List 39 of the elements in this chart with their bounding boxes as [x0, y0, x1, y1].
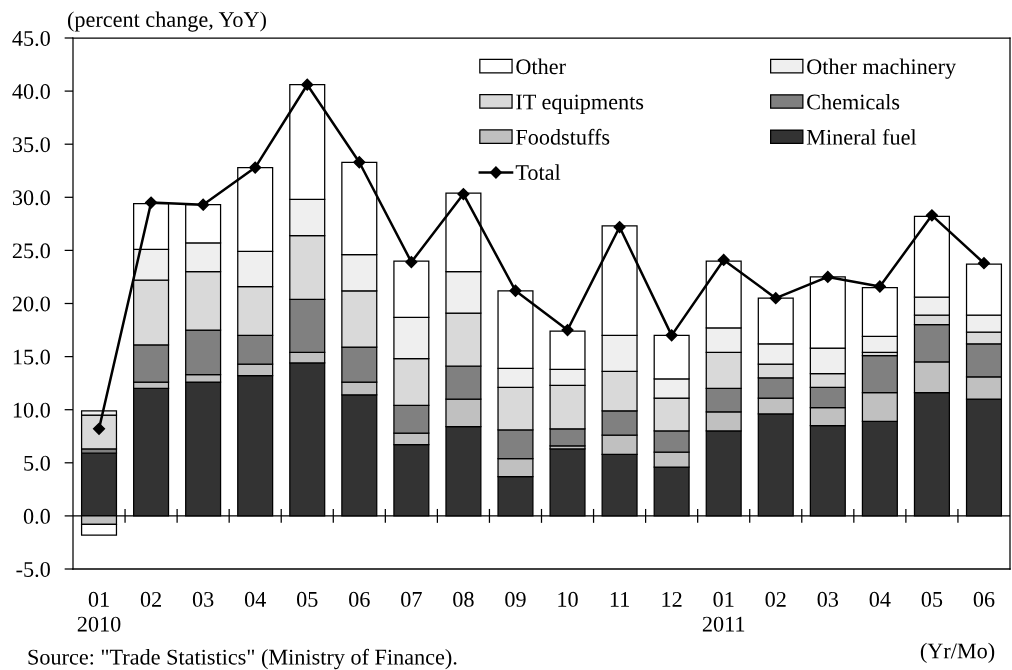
- y-tick-label: 30.0: [12, 190, 50, 206]
- x-tick-label: 01 2011: [702, 591, 745, 632]
- y-tick-label: 20.0: [12, 296, 50, 312]
- y-tick-label: 10.0: [13, 402, 50, 418]
- y-tick-label: 15.0: [13, 349, 50, 365]
- x-tick-label: 11: [610, 591, 629, 607]
- y-tick-label: -5.0: [16, 561, 50, 578]
- x-tick-label: 03: [192, 591, 214, 607]
- x-tick-label: 03: [817, 591, 839, 607]
- x-tick-label: 06: [973, 591, 995, 607]
- x-tick-label: 08: [453, 591, 474, 607]
- legend-label: Other machinery: [807, 58, 957, 79]
- x-tick-label: 09: [505, 591, 526, 607]
- x-tick-label: 02: [765, 591, 786, 607]
- x-axis-title: (Yr/Mo): [920, 642, 995, 663]
- x-tick-label: 07: [401, 591, 422, 607]
- y-tick-label: 35.0: [12, 137, 50, 153]
- x-tick-label: 05: [296, 591, 318, 607]
- y-tick-label: 25.0: [12, 243, 50, 259]
- y-axis-title: (percent change, YoY): [67, 11, 266, 32]
- x-tick-label: 01 2010: [77, 591, 121, 632]
- legend-label: Chemicals: [807, 93, 900, 110]
- y-tick-label: 45.0: [12, 30, 50, 47]
- y-tick-label: 40.0: [12, 84, 50, 100]
- y-tick-label: 0.0: [23, 508, 50, 524]
- x-tick-label: 10: [558, 591, 578, 607]
- x-tick-label: 04: [869, 591, 891, 607]
- x-tick-label: 02: [140, 591, 161, 607]
- x-tick-label: 06: [349, 591, 370, 607]
- x-tick-label: 12: [662, 591, 682, 607]
- legend-label: Other: [516, 58, 566, 75]
- legend-label: Mineral fuel: [806, 128, 917, 145]
- x-tick-label: 04: [244, 591, 266, 607]
- legend-label: Foodstuffs: [516, 128, 610, 145]
- x-tick-label: 05: [921, 591, 943, 607]
- legend-label: Total: [515, 164, 561, 180]
- y-tick-label: 5.0: [24, 455, 50, 471]
- source-note: Source: "Trade Statistics" (Ministry of Finance).: [28, 648, 457, 670]
- legend-label: IT equipments: [516, 94, 644, 114]
